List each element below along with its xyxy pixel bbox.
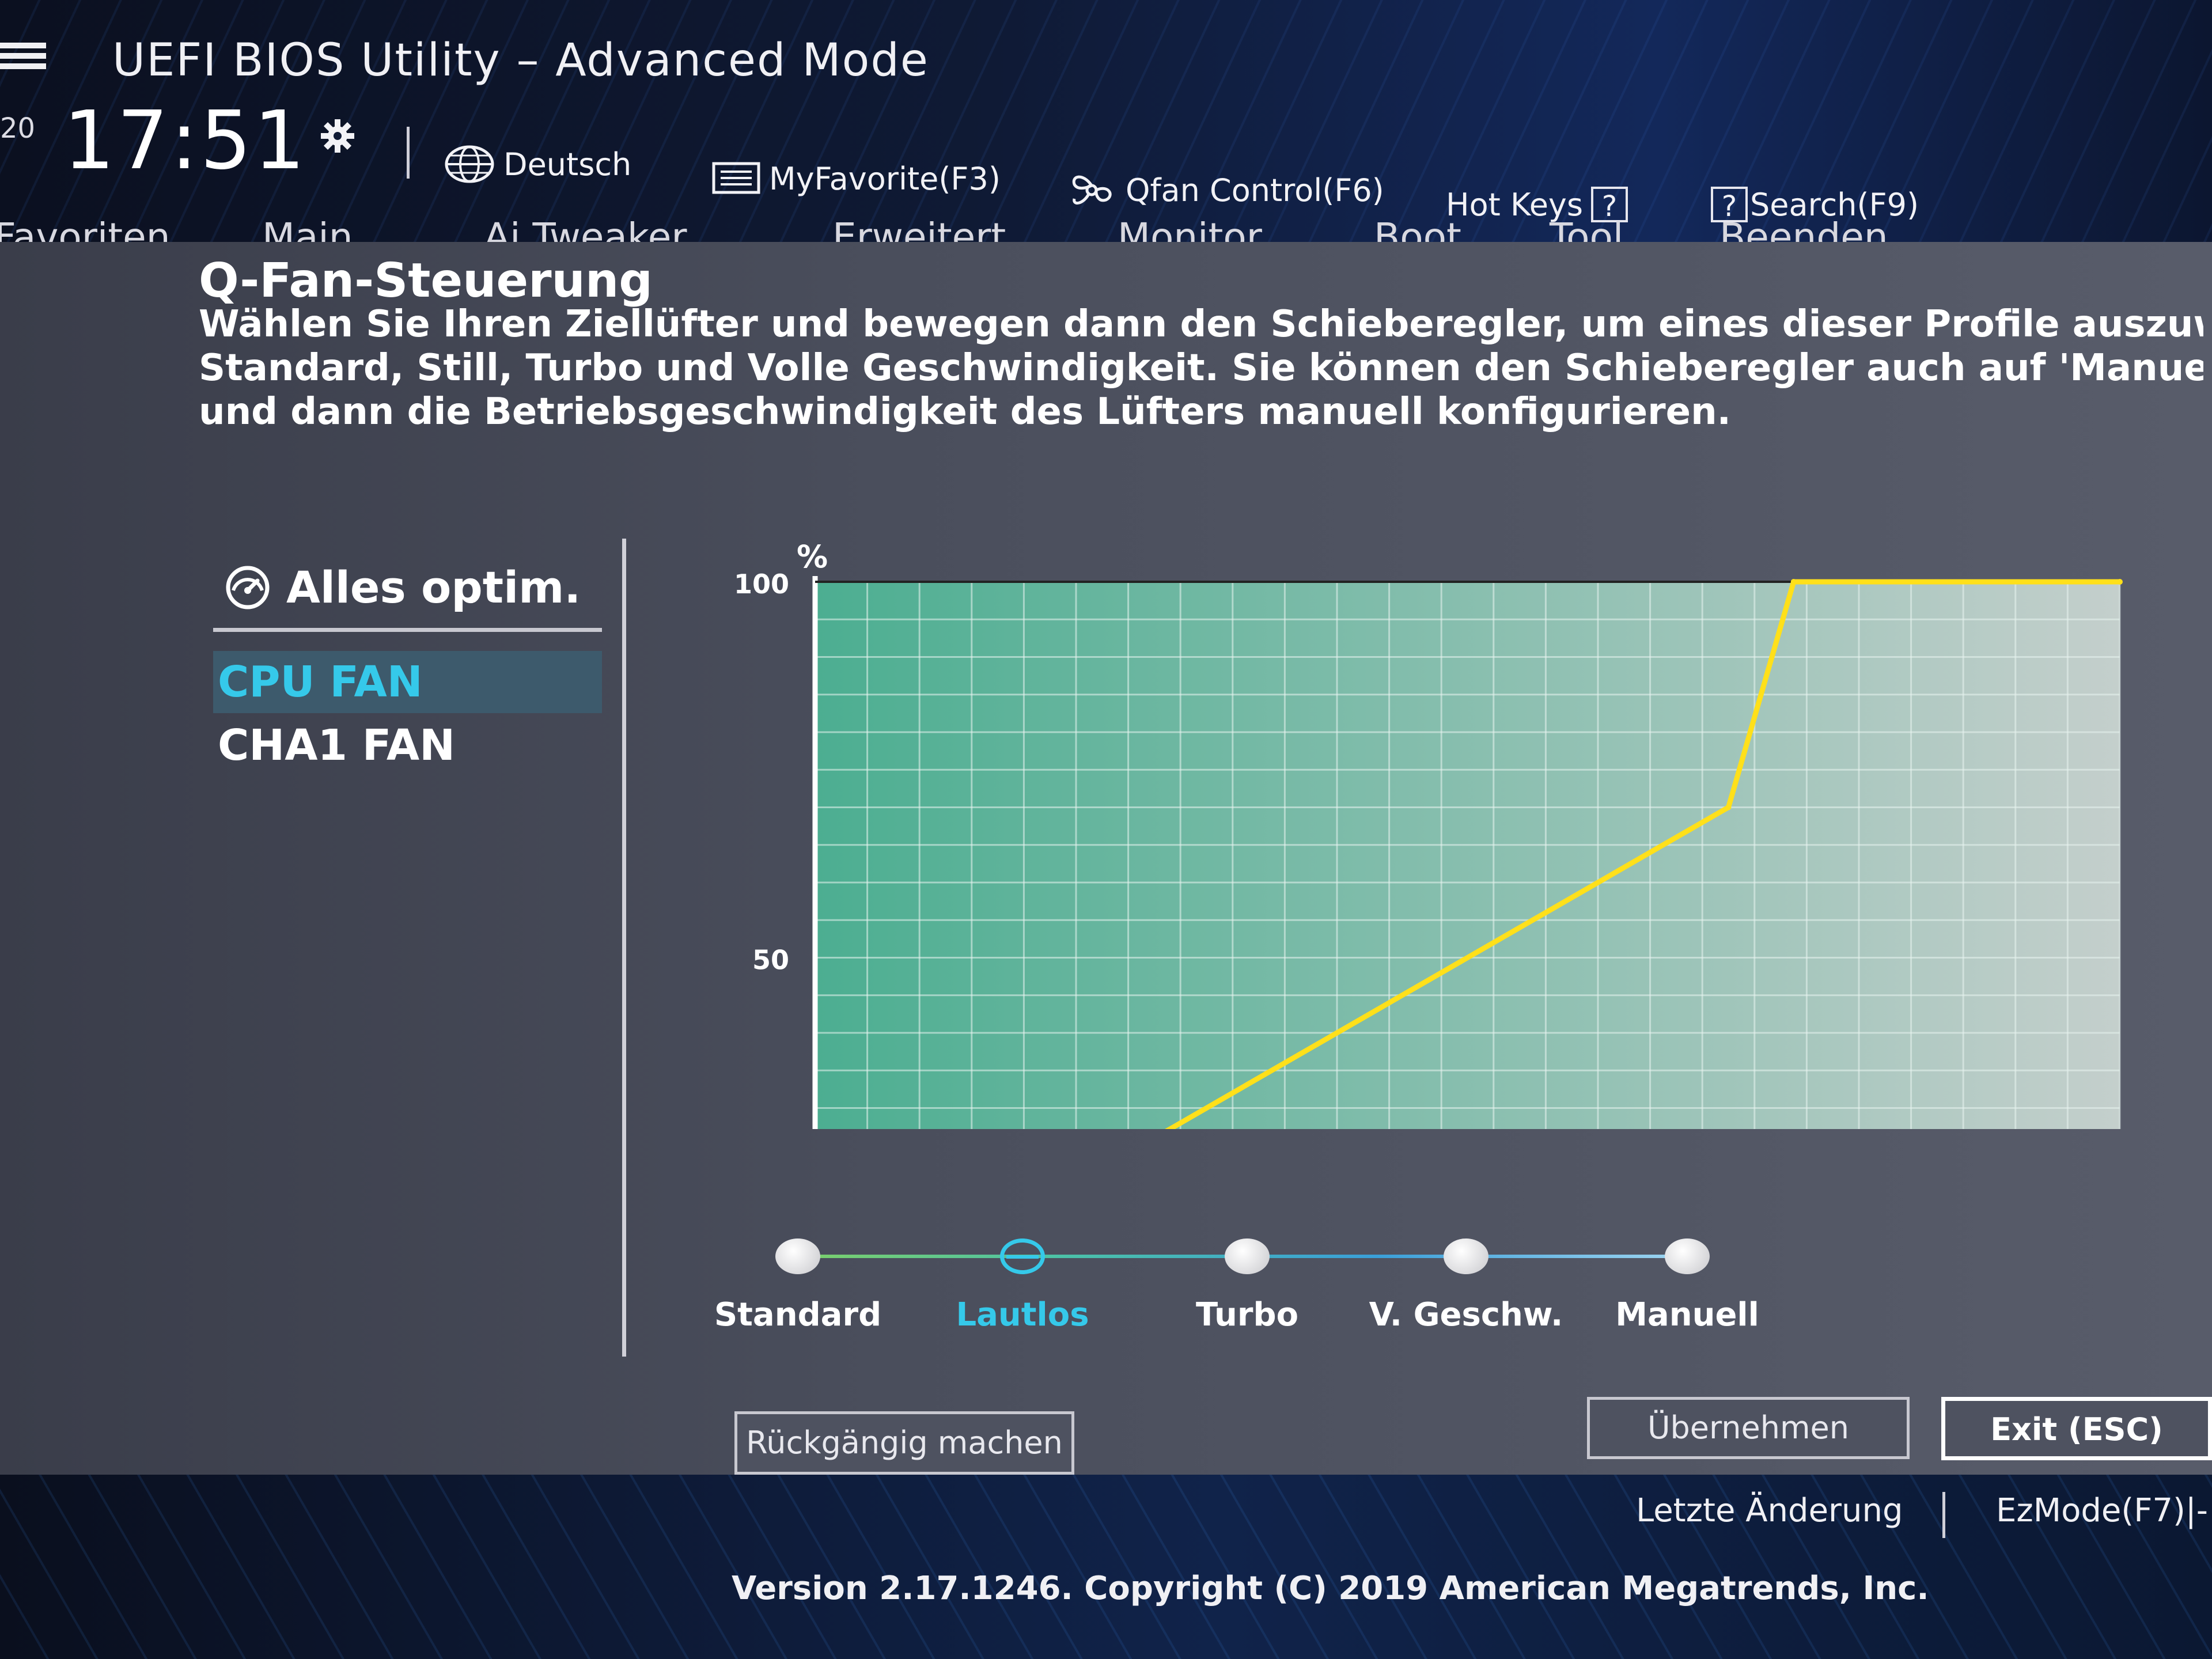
panel-divider — [622, 539, 626, 1357]
curve-point[interactable] — [2117, 579, 2123, 585]
globe-icon — [445, 145, 494, 183]
hotkeys-button[interactable]: Hot Keys ? — [1446, 181, 1628, 228]
slider-stop-turbo[interactable] — [1225, 1238, 1270, 1274]
fan-item-cpu[interactable]: CPU FAN — [213, 651, 602, 713]
search-label: Search(F9) — [1750, 186, 1919, 223]
ezmode-link[interactable]: EzMode(F7)|- — [1996, 1492, 2208, 1529]
y-tick-label: 100 — [734, 569, 789, 600]
description-line: und dann die Betriebsgeschwindigkeit des… — [199, 391, 1731, 433]
plot-area[interactable] — [815, 582, 2120, 1129]
last-change-link[interactable]: Letzte Änderung — [1636, 1492, 1903, 1529]
gear-icon[interactable] — [320, 118, 355, 154]
apply-button[interactable]: Übernehmen — [1587, 1397, 1910, 1459]
fan-curve-chart[interactable]: 0501003070100%°C — [691, 518, 2189, 1129]
divider — [213, 628, 602, 632]
description-line: Standard, Still, Turbo und Volle Geschwi… — [199, 347, 2203, 389]
hotkeys-label: Hot Keys — [1446, 186, 1584, 223]
dialog-title: Q-Fan-Steuerung — [199, 253, 653, 308]
profile-label-lautlos[interactable]: Lautlos — [956, 1296, 1089, 1334]
profile-slider[interactable]: Standard Lautlos Turbo V. Geschw. Manuel… — [691, 1198, 1843, 1371]
footer-divider — [1942, 1492, 1945, 1538]
speedometer-icon — [226, 566, 270, 609]
profile-label-manuell[interactable]: Manuell — [1615, 1296, 1759, 1334]
search-help-icon: ? — [1711, 187, 1748, 223]
language-label: Deutsch — [503, 146, 632, 183]
y-axis-label: % — [797, 539, 828, 575]
tab-favoriten[interactable]: Favoriten — [0, 215, 171, 245]
tab-ai-tweaker[interactable]: Ai Tweaker — [484, 215, 687, 245]
slider-stop-manuell[interactable] — [1665, 1238, 1710, 1274]
tab-beenden[interactable]: Beenden — [1719, 215, 1888, 245]
optimize-all-label: Alles optim. — [286, 562, 581, 613]
date-display: 20 — [0, 112, 36, 145]
tab-tool[interactable]: Tool — [1550, 215, 1624, 245]
fan-curve-line[interactable] — [815, 579, 2120, 1129]
myfavorite-button[interactable]: MyFavorite(F3) — [711, 156, 1001, 202]
optimize-all-button[interactable]: Alles optim. — [216, 562, 581, 613]
favorite-list-icon — [712, 162, 760, 194]
undo-button[interactable]: Rückgängig machen — [734, 1411, 1074, 1475]
footer: Letzte Änderung EzMode(F7)|- Version 2.1… — [0, 1475, 2212, 1659]
slider-stop-vgeschw[interactable] — [1444, 1238, 1488, 1274]
fan-icon — [1072, 175, 1112, 204]
tab-main[interactable]: Main — [262, 215, 353, 245]
clock-time: 17:51 — [63, 94, 308, 188]
top-header: UEFI BIOS Utility – Advanced Mode 20 17:… — [0, 0, 2212, 245]
slider-stop-lautlos[interactable] — [1000, 1238, 1045, 1274]
language-button[interactable]: Deutsch — [444, 141, 631, 187]
dialog-description: Wählen Sie Ihren Ziellüfter und bewegen … — [199, 302, 2203, 434]
tab-monitor[interactable]: Monitor — [1118, 215, 1262, 245]
version-text: Version 2.17.1246. Copyright (C) 2019 Am… — [732, 1570, 1929, 1607]
search-button[interactable]: ? Search(F9) — [1711, 181, 1919, 228]
fan-item-cha1[interactable]: CHA1 FAN — [218, 721, 456, 770]
qfan-control-button[interactable]: Qfan Control(F6) — [1066, 167, 1384, 213]
myfavorite-label: MyFavorite(F3) — [769, 160, 1001, 197]
profile-label-turbo[interactable]: Turbo — [1195, 1296, 1299, 1334]
description-line: Wählen Sie Ihren Ziellüfter und bewegen … — [199, 303, 2203, 346]
qfan-label: Qfan Control(F6) — [1126, 172, 1384, 209]
tab-boot[interactable]: Boot — [1374, 215, 1461, 245]
slider-stop-standard[interactable] — [775, 1238, 820, 1274]
profile-label-standard[interactable]: Standard — [714, 1296, 882, 1334]
curve-point[interactable] — [1790, 579, 1797, 585]
exit-button[interactable]: Exit (ESC) — [1941, 1397, 2212, 1460]
tab-erweitert[interactable]: Erweitert — [832, 215, 1006, 245]
y-tick-label: 50 — [752, 945, 789, 976]
curve-point[interactable] — [1725, 804, 1732, 810]
profile-label-vgeschw[interactable]: V. Geschw. — [1369, 1296, 1563, 1334]
header-divider — [407, 127, 410, 179]
app-title: UEFI BIOS Utility – Advanced Mode — [112, 35, 929, 86]
asus-logo-icon — [0, 43, 46, 69]
qfan-dialog: Q-Fan-Steuerung Wählen Sie Ihren Ziellüf… — [0, 242, 2212, 1475]
help-icon: ? — [1591, 187, 1628, 223]
main-menu-tabs: Favoriten Main Ai Tweaker Erweitert Moni… — [0, 204, 2212, 245]
